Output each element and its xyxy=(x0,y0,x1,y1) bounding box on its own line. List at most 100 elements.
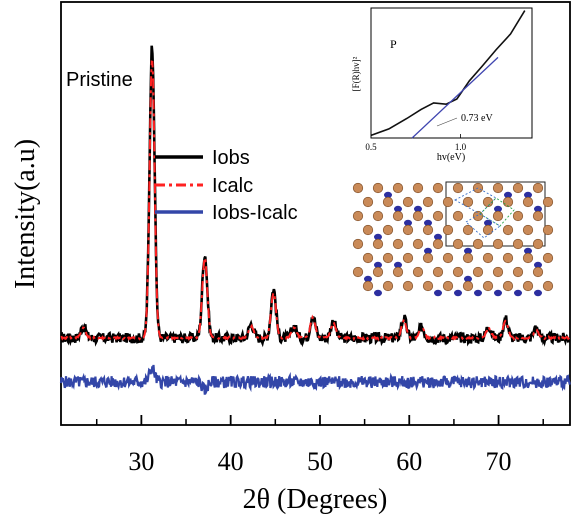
tauc-inset: 0.5 1.0 P 0.73 eV hv(eV) [F(R)hv]² xyxy=(351,7,533,163)
atom-cation xyxy=(352,238,364,250)
atom-cation xyxy=(452,266,464,278)
atom-cation xyxy=(492,266,504,278)
atom-anion xyxy=(384,191,392,199)
inset-x-ticks: 0.5 1.0 xyxy=(365,134,467,152)
legend: Iobs Icalc Iobs-Icalc xyxy=(155,147,298,224)
atom-cation xyxy=(352,210,364,222)
atom-anion xyxy=(474,289,482,297)
atom-cation xyxy=(532,266,544,278)
atom-anion xyxy=(464,275,472,283)
atom-anion xyxy=(484,219,492,227)
inset-y-label: [F(R)hv]² xyxy=(351,56,361,91)
atom-cation xyxy=(422,280,434,292)
atom-cation xyxy=(392,182,404,194)
atom-cation xyxy=(432,210,444,222)
legend-label-icalc: Icalc xyxy=(212,175,253,197)
atom-cation xyxy=(412,238,424,250)
atom-cation xyxy=(532,182,544,194)
atom-anion xyxy=(534,261,542,269)
atom-cation xyxy=(392,266,404,278)
atom-cation xyxy=(542,224,554,236)
series-icalc-line xyxy=(60,60,571,342)
atom-cation xyxy=(432,182,444,194)
atom-anion xyxy=(524,247,532,255)
atom-cation xyxy=(502,196,514,208)
atom-cation xyxy=(422,196,434,208)
x-axis-label: 2θ (Degrees) xyxy=(243,484,388,515)
atom-anion xyxy=(374,289,382,297)
legend-label-iobs: Iobs xyxy=(212,147,250,169)
atom-cation xyxy=(372,210,384,222)
x-axis-ticks: 30 40 50 60 70 xyxy=(95,415,544,476)
atom-cation xyxy=(462,280,474,292)
atom-anion xyxy=(434,233,442,241)
atom-cation xyxy=(382,196,394,208)
atom-cation xyxy=(402,224,414,236)
atom-cation xyxy=(362,224,374,236)
atom-cation xyxy=(522,280,534,292)
atom-anion xyxy=(524,191,532,199)
atom-anion xyxy=(404,219,412,227)
inset-panel-label: P xyxy=(390,37,397,51)
inset-tangent-line xyxy=(411,56,499,139)
atom-cation xyxy=(522,224,534,236)
inset-x-label: hv(eV) xyxy=(437,152,465,163)
atom-cation xyxy=(542,252,554,264)
atom-cation xyxy=(452,238,464,250)
crystal-structure-image xyxy=(352,181,554,297)
atom-cation xyxy=(392,210,404,222)
atom-cation xyxy=(492,182,504,194)
atom-cation xyxy=(442,196,454,208)
atom-cation xyxy=(442,252,454,264)
atom-cation xyxy=(372,238,384,250)
atom-cation xyxy=(432,238,444,250)
atom-cation xyxy=(372,182,384,194)
atom-cation xyxy=(502,280,514,292)
atom-anion xyxy=(374,261,382,269)
atom-anion xyxy=(454,289,462,297)
pristine-annotation: Pristine xyxy=(66,69,133,91)
x-tick-label: 70 xyxy=(486,447,512,476)
atom-anion xyxy=(414,205,422,213)
atom-cation xyxy=(542,196,554,208)
atom-cation xyxy=(452,182,464,194)
inset-x-tick-label: 0.5 xyxy=(365,142,377,152)
atom-cation xyxy=(402,252,414,264)
atom-cation xyxy=(482,224,494,236)
atom-cation xyxy=(492,210,504,222)
y-axis-label: Intensity(a.u) xyxy=(10,139,41,289)
atom-cation xyxy=(462,252,474,264)
atom-cation xyxy=(422,224,434,236)
x-tick-label: 60 xyxy=(396,447,422,476)
atom-cation xyxy=(522,252,534,264)
atom-cation xyxy=(422,252,434,264)
atom-cation xyxy=(352,266,364,278)
atom-anion xyxy=(464,247,472,255)
atom-cation xyxy=(532,238,544,250)
atom-anion xyxy=(514,289,522,297)
x-tick-label: 40 xyxy=(218,447,244,476)
atom-cation xyxy=(452,210,464,222)
crystal-atoms xyxy=(352,182,554,297)
atom-cation xyxy=(462,196,474,208)
atom-cation xyxy=(362,196,374,208)
atom-cation xyxy=(412,210,424,222)
inset-x-tick-label: 1.0 xyxy=(455,142,467,152)
atom-anion xyxy=(434,289,442,297)
atom-anion xyxy=(424,219,432,227)
x-tick-label: 50 xyxy=(307,447,333,476)
atom-cation xyxy=(502,224,514,236)
legend-label-diff: Iobs-Icalc xyxy=(212,202,298,224)
atom-cation xyxy=(442,280,454,292)
series-diff-line xyxy=(59,364,571,395)
atom-cation xyxy=(362,252,374,264)
atom-cation xyxy=(512,238,524,250)
bond-polyhedra xyxy=(454,187,515,239)
atom-cation xyxy=(382,224,394,236)
atom-cation xyxy=(412,182,424,194)
atom-anion xyxy=(494,289,502,297)
atom-cation xyxy=(442,224,454,236)
atom-anion xyxy=(534,205,542,213)
inset-bandgap-annotation: 0.73 eV xyxy=(461,113,493,124)
